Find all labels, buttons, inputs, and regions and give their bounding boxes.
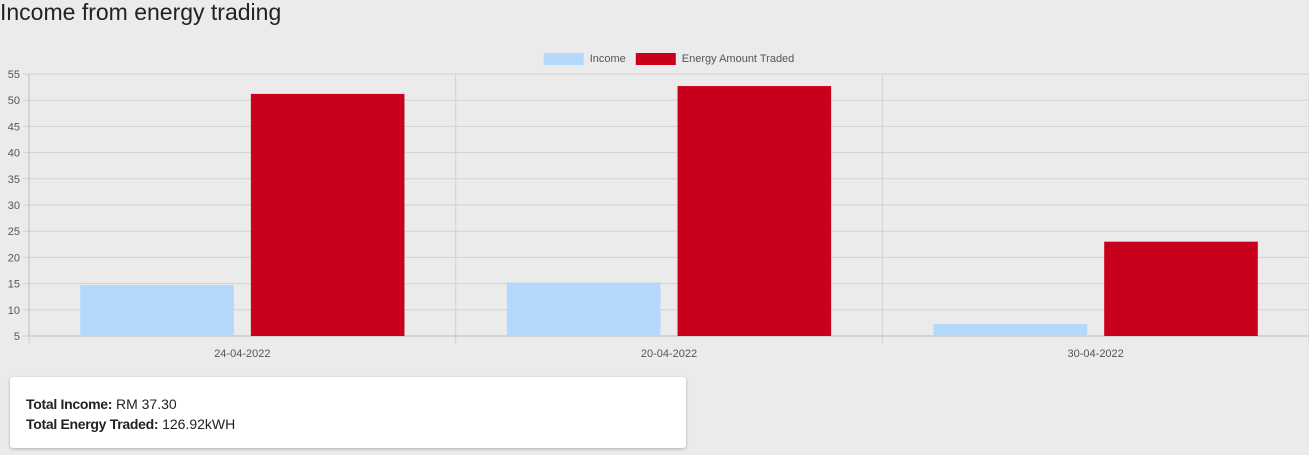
page-title: Income from energy trading: [0, 0, 282, 25]
y-tick-label: 10: [8, 305, 20, 317]
y-tick-label: 45: [8, 121, 20, 133]
y-tick-label: 25: [8, 226, 20, 238]
income-bar: [80, 285, 234, 336]
energy-traded-bar: [1104, 241, 1258, 336]
income-bar: [506, 282, 661, 336]
total-energy-row: Total Energy Traded: 126.92kWH: [26, 414, 670, 434]
total-income-value: RM 37.30: [115, 396, 177, 412]
summary-card: Total Income: RM 37.30 Total Energy Trad…: [10, 377, 686, 448]
y-tick-label: 40: [8, 148, 20, 160]
total-income-row: Total Income: RM 37.30: [26, 394, 670, 414]
x-tick-label: 24-04-2022: [214, 348, 270, 360]
legend-swatch-energy: [635, 53, 676, 65]
y-tick-label: 50: [8, 95, 20, 107]
y-tick-label: 35: [8, 174, 20, 186]
income-energy-bar-chart: 5 10 15 20 25 30 35 40 45 50 55 24-04-2022 20-04-202…: [8, 53, 1309, 360]
y-tick-label: 5: [14, 331, 20, 343]
total-income-label: Total Income:: [26, 396, 113, 412]
y-tick-label: 30: [8, 200, 20, 212]
legend-label: Energy Amount Traded: [682, 53, 795, 65]
y-tick-label: 15: [8, 279, 20, 291]
energy-traded-bar: [250, 93, 405, 336]
legend-swatch-income: [543, 53, 584, 65]
x-tick-label: 20-04-2022: [641, 348, 697, 360]
legend-label: Income: [590, 53, 626, 65]
x-tick-label: 30-04-2022: [1068, 348, 1124, 360]
total-energy-label: Total Energy Traded:: [26, 416, 159, 432]
total-energy-value: 126.92kWH: [162, 416, 236, 432]
energy-traded-bar: [677, 86, 832, 336]
y-tick-label: 55: [8, 69, 20, 81]
y-tick-label: 20: [8, 252, 20, 264]
income-bar: [933, 323, 1088, 336]
